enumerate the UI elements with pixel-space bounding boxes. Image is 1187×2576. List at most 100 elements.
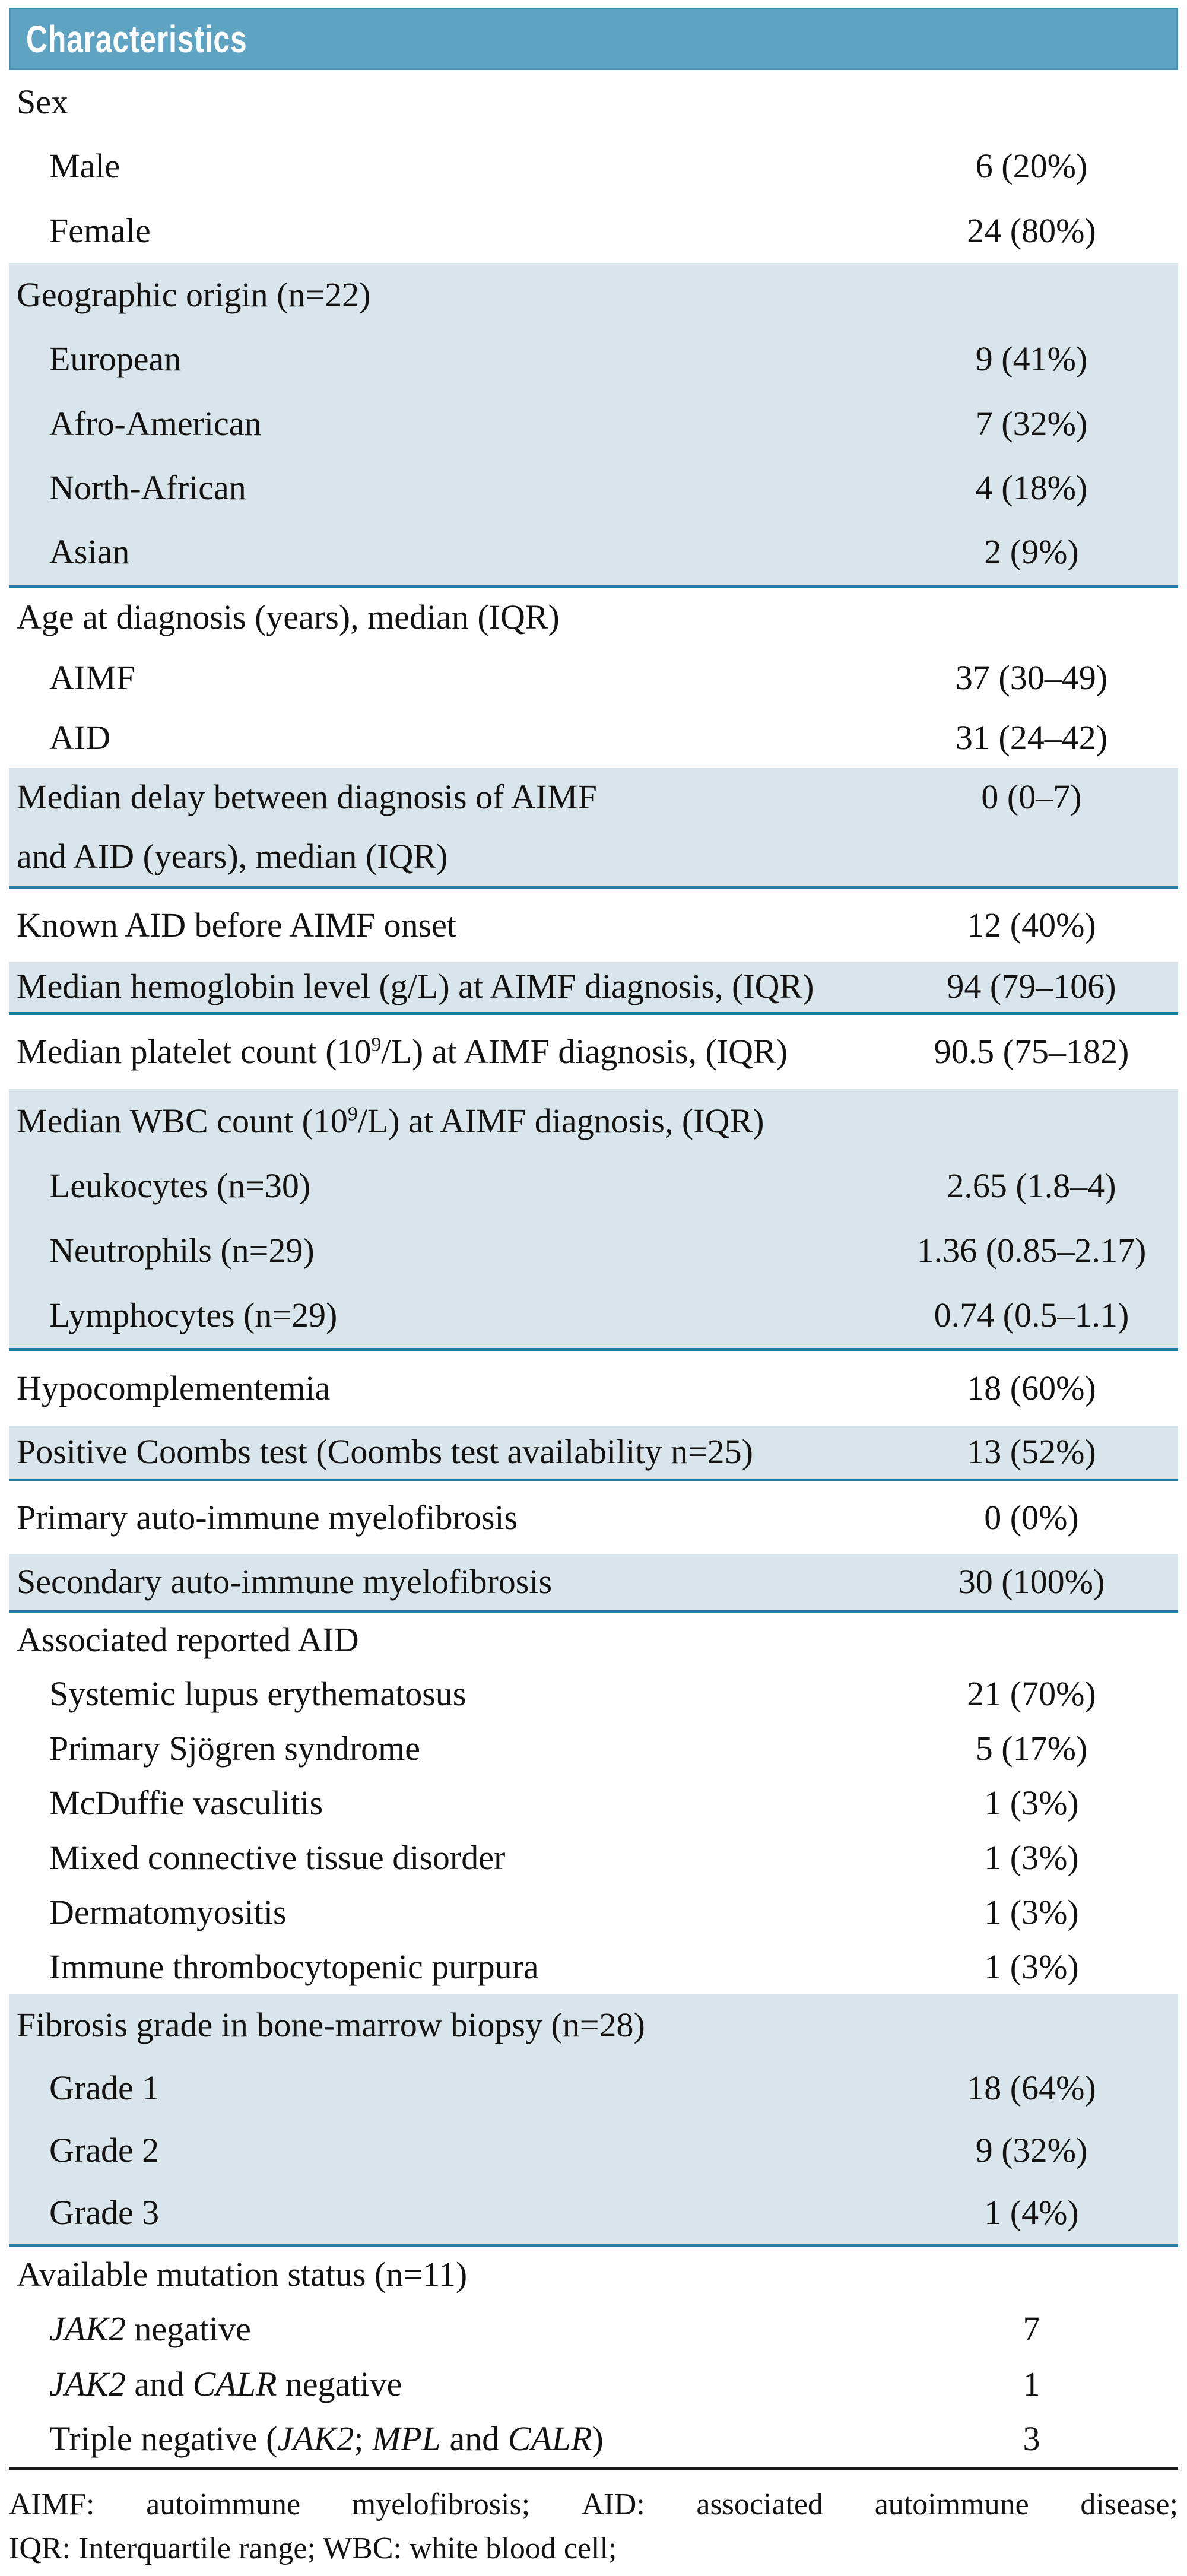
table-row: Grade 1 18 (64%) [17,2068,1171,2107]
row-value: 9 (41%) [975,340,1088,379]
row-value: 0 (0–7) [981,778,1082,817]
row-value: 1 (3%) [984,1892,1079,1931]
table-row: Asian 2 (9%) [17,534,1171,571]
table-row: Primary auto-immune myelofibrosis 0 (0%) [17,1499,1171,1537]
table-row: Age at diagnosis (years), median (IQR) [17,599,1171,636]
table-section: Known AID before AIMF onset 12 (40%) [9,889,1178,962]
row-label: Triple negative (JAK2; MPL and CALR) [49,2419,604,2458]
table-row: Male 6 (20%) [17,147,1171,186]
table-row: Grade 3 1 (4%) [17,2194,1171,2232]
row-value: 12 (40%) [967,905,1096,944]
table-row: Positive Coombs test (Coombs test availa… [17,1433,1171,1471]
table-row: Median WBC count (109/L) at AIMF diagnos… [17,1102,1171,1141]
row-label: Dermatomyositis [49,1892,287,1931]
table-body: Sex Male 6 (20%) Female 24 (80%) Geographic o… [9,70,1178,2470]
table-row: Hypocomplementemia 18 (60%) [17,1368,1171,1407]
row-label: Secondary auto-immune myelofibrosis [17,1562,553,1601]
table-section: Sex Male 6 (20%) Female 24 (80%) [9,70,1178,263]
table-row: Leukocytes (n=30) 2.65 (1.8–4) [17,1166,1171,1205]
row-label: Age at diagnosis (years), median (IQR) [17,598,560,637]
row-label: Median hemoglobin level (g/L) at AIMF di… [17,967,814,1006]
row-value: 9 (32%) [975,2130,1088,2169]
row-label: Neutrophils (n=29) [49,1231,315,1270]
row-label: Median WBC count (109/L) at AIMF diagnos… [17,1102,764,1141]
table-row: AID 31 (24–42) [17,719,1171,757]
row-label: JAK2 negative [49,2309,251,2349]
row-label: Immune thrombocytopenic purpura [49,1947,539,1986]
row-label: Sex [17,82,68,121]
row-label: Geographic origin (n=22) [17,275,371,314]
table-row: Geographic origin (n=22) [17,275,1171,314]
row-value: 0.74 (0.5–1.1) [934,1296,1129,1335]
table-row: Grade 2 9 (32%) [17,2130,1171,2169]
row-value: 3 [1023,2419,1040,2458]
table-section: Available mutation status (n=11) JAK2 neg… [9,2247,1178,2470]
row-value: 18 (64%) [967,2068,1096,2107]
row-value: 18 (60%) [967,1368,1096,1407]
table-row: Fibrosis grade in bone-marrow biopsy (n=… [17,2006,1171,2045]
row-label: Grade 3 [49,2193,160,2232]
row-value: 90.5 (75–182) [934,1032,1129,1071]
row-label: Median delay between diagnosis of AIMF [17,778,597,817]
table-section: Geographic origin (n=22) European 9 (41%) A… [9,263,1178,588]
row-label: Grade 2 [49,2130,160,2169]
row-value: 4 (18%) [975,468,1088,507]
row-label: McDuffie vasculitis [49,1784,323,1823]
row-value: 13 (52%) [967,1432,1096,1471]
table-row: Triple negative (JAK2; MPL and CALR) 3 [17,2420,1171,2458]
row-label: Lymphocytes (n=29) [49,1296,338,1335]
footnote-line-2: IQR: Interquartile range; WBC: white blo… [9,2531,617,2566]
table-row: Primary Sjögren syndrome 5 (17%) [17,1730,1171,1768]
row-value: 1 (3%) [984,1947,1079,1986]
table-row: JAK2 negative 7 [17,2311,1171,2348]
table-section: Primary auto-immune myelofibrosis 0 (0%) [9,1481,1178,1554]
table-row: Associated reported AID [17,1620,1171,1659]
row-label: Available mutation status (n=11) [17,2254,468,2293]
row-label: European [49,340,182,379]
table-row: Available mutation status (n=11) [17,2254,1171,2293]
row-label: Associated reported AID [17,1620,359,1659]
row-value: 0 (0%) [984,1498,1079,1537]
table-row: Neutrophils (n=29) 1.36 (0.85–2.17) [17,1232,1171,1270]
table-row: Median hemoglobin level (g/L) at AIMF di… [17,967,1171,1006]
row-label: AIMF [49,658,136,697]
table-row: Secondary auto-immune myelofibrosis 30 (1… [17,1563,1171,1601]
table-section: Median platelet count (109/L) at AIMF di… [9,1015,1178,1089]
row-value: 1 (3%) [984,1838,1079,1877]
table-row: North-African 4 (18%) [17,469,1171,507]
table-section: Secondary auto-immune myelofibrosis 30 (1… [9,1554,1178,1613]
table-row: Afro-American 7 (32%) [17,405,1171,443]
table-row: Lymphocytes (n=29) 0.74 (0.5–1.1) [17,1296,1171,1335]
table-section: Median WBC count (109/L) at AIMF diagnos… [9,1089,1178,1351]
row-value: 5 (17%) [975,1729,1088,1768]
row-label: Male [49,147,120,186]
row-label: Primary Sjögren syndrome [49,1729,421,1768]
row-value: 94 (79–106) [947,967,1116,1006]
table-row: AIMF 37 (30–49) [17,659,1171,697]
row-value: 7 [1023,2309,1040,2349]
table-row: Mixed connective tissue disorder 1 (3%) [17,1839,1171,1877]
table-section: Hypocomplementemia 18 (60%) [9,1351,1178,1426]
table-row: Systemic lupus erythematosus 21 (70%) [17,1676,1171,1713]
table-section: Median hemoglobin level (g/L) at AIMF di… [9,962,1178,1015]
row-value: 1.36 (0.85–2.17) [916,1231,1147,1270]
footnote-line-1: AIMF: autoimmune myelofibrosis; AID: associa… [9,2488,1178,2521]
row-label: AID [49,718,111,757]
table-section: Associated reported AID Systemic lupus er… [9,1613,1178,1994]
table-row: European 9 (41%) [17,340,1171,379]
row-label: Primary auto-immune myelofibrosis [17,1498,518,1537]
table-row: JAK2 and CALR negative 1 [17,2365,1171,2403]
table-row: McDuffie vasculitis 1 (3%) [17,1784,1171,1823]
row-label: Fibrosis grade in bone-marrow biopsy (n=… [17,2006,645,2045]
row-value: 1 (3%) [984,1784,1079,1823]
table-row: Known AID before AIMF onset 12 (40%) [17,905,1171,944]
table-section: Age at diagnosis (years), median (IQR) AI… [9,588,1178,768]
row-value: 6 (20%) [975,147,1088,186]
row-label: Leukocytes (n=30) [49,1166,311,1205]
row-label: Afro-American [49,404,262,443]
row-value: 2.65 (1.8–4) [947,1166,1116,1205]
row-label: Median platelet count (109/L) at AIMF di… [17,1032,788,1071]
table-section: Fibrosis grade in bone-marrow biopsy (n=… [9,1994,1178,2247]
row-label: and AID (years), median (IQR) [17,836,448,875]
